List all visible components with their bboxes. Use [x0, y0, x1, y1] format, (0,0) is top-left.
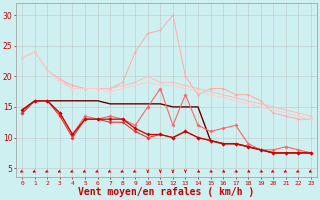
X-axis label: Vent moyen/en rafales ( km/h ): Vent moyen/en rafales ( km/h ) [78, 187, 255, 197]
